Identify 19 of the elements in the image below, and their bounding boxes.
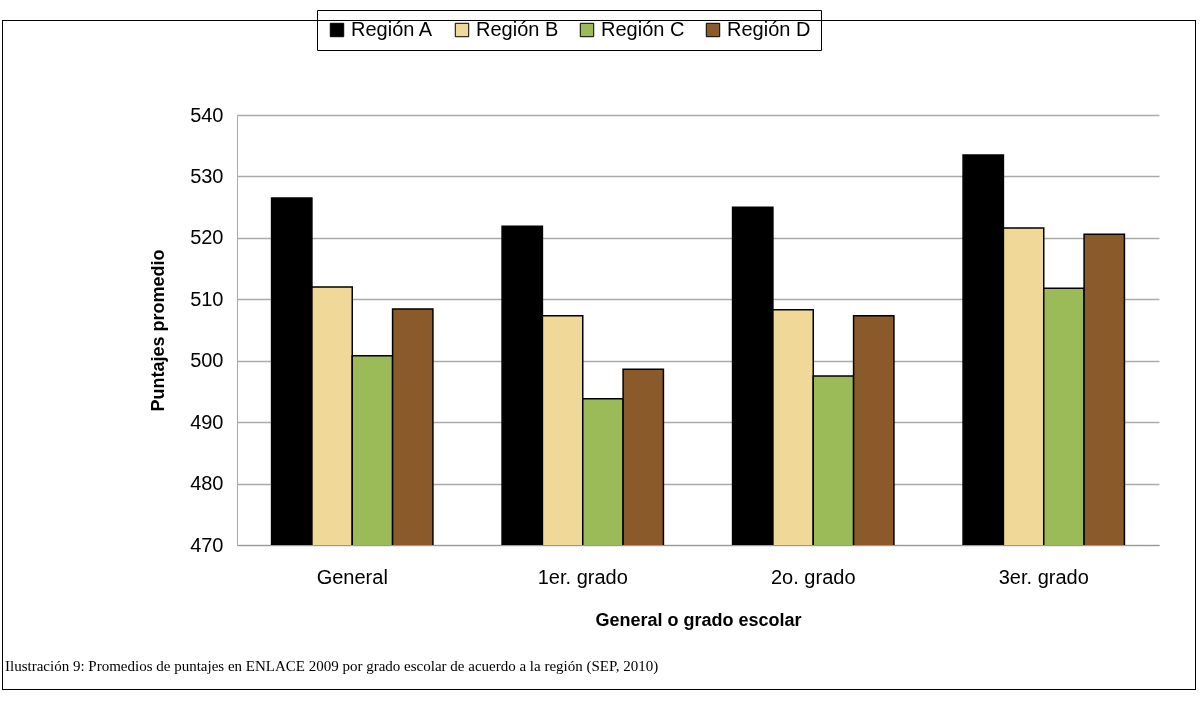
y-axis-title: Puntajes promedio (148, 249, 169, 412)
y-tick-label: 470 (190, 533, 224, 556)
legend-label: Región B (476, 18, 559, 40)
y-tick-label: 490 (190, 410, 224, 433)
y-tick-label: 500 (190, 349, 224, 372)
legend-label: Región C (601, 18, 685, 40)
x-tick-label: 1er. grado (537, 565, 628, 588)
y-tick-label: 540 (190, 103, 224, 126)
y-tick-label: 480 (190, 472, 224, 495)
y-tick-label: 510 (190, 287, 224, 310)
text: Ilustración 9: Promedios de puntajes en ENLACE 2009 por grado escolar de acuerdo a la región (SEP, 2010) (5, 658, 659, 675)
y-tick-label: 530 (190, 164, 224, 187)
legend-label: Región A (351, 18, 433, 40)
y-tick-label: 520 (190, 226, 224, 249)
legend-label: Región D (727, 18, 811, 40)
x-tick-label: General (316, 565, 388, 588)
x-tick-label: 3er. grado (998, 565, 1089, 588)
x-tick-label: 2o. grado (770, 565, 856, 588)
x-axis-title: General o grado escolar (595, 609, 802, 630)
